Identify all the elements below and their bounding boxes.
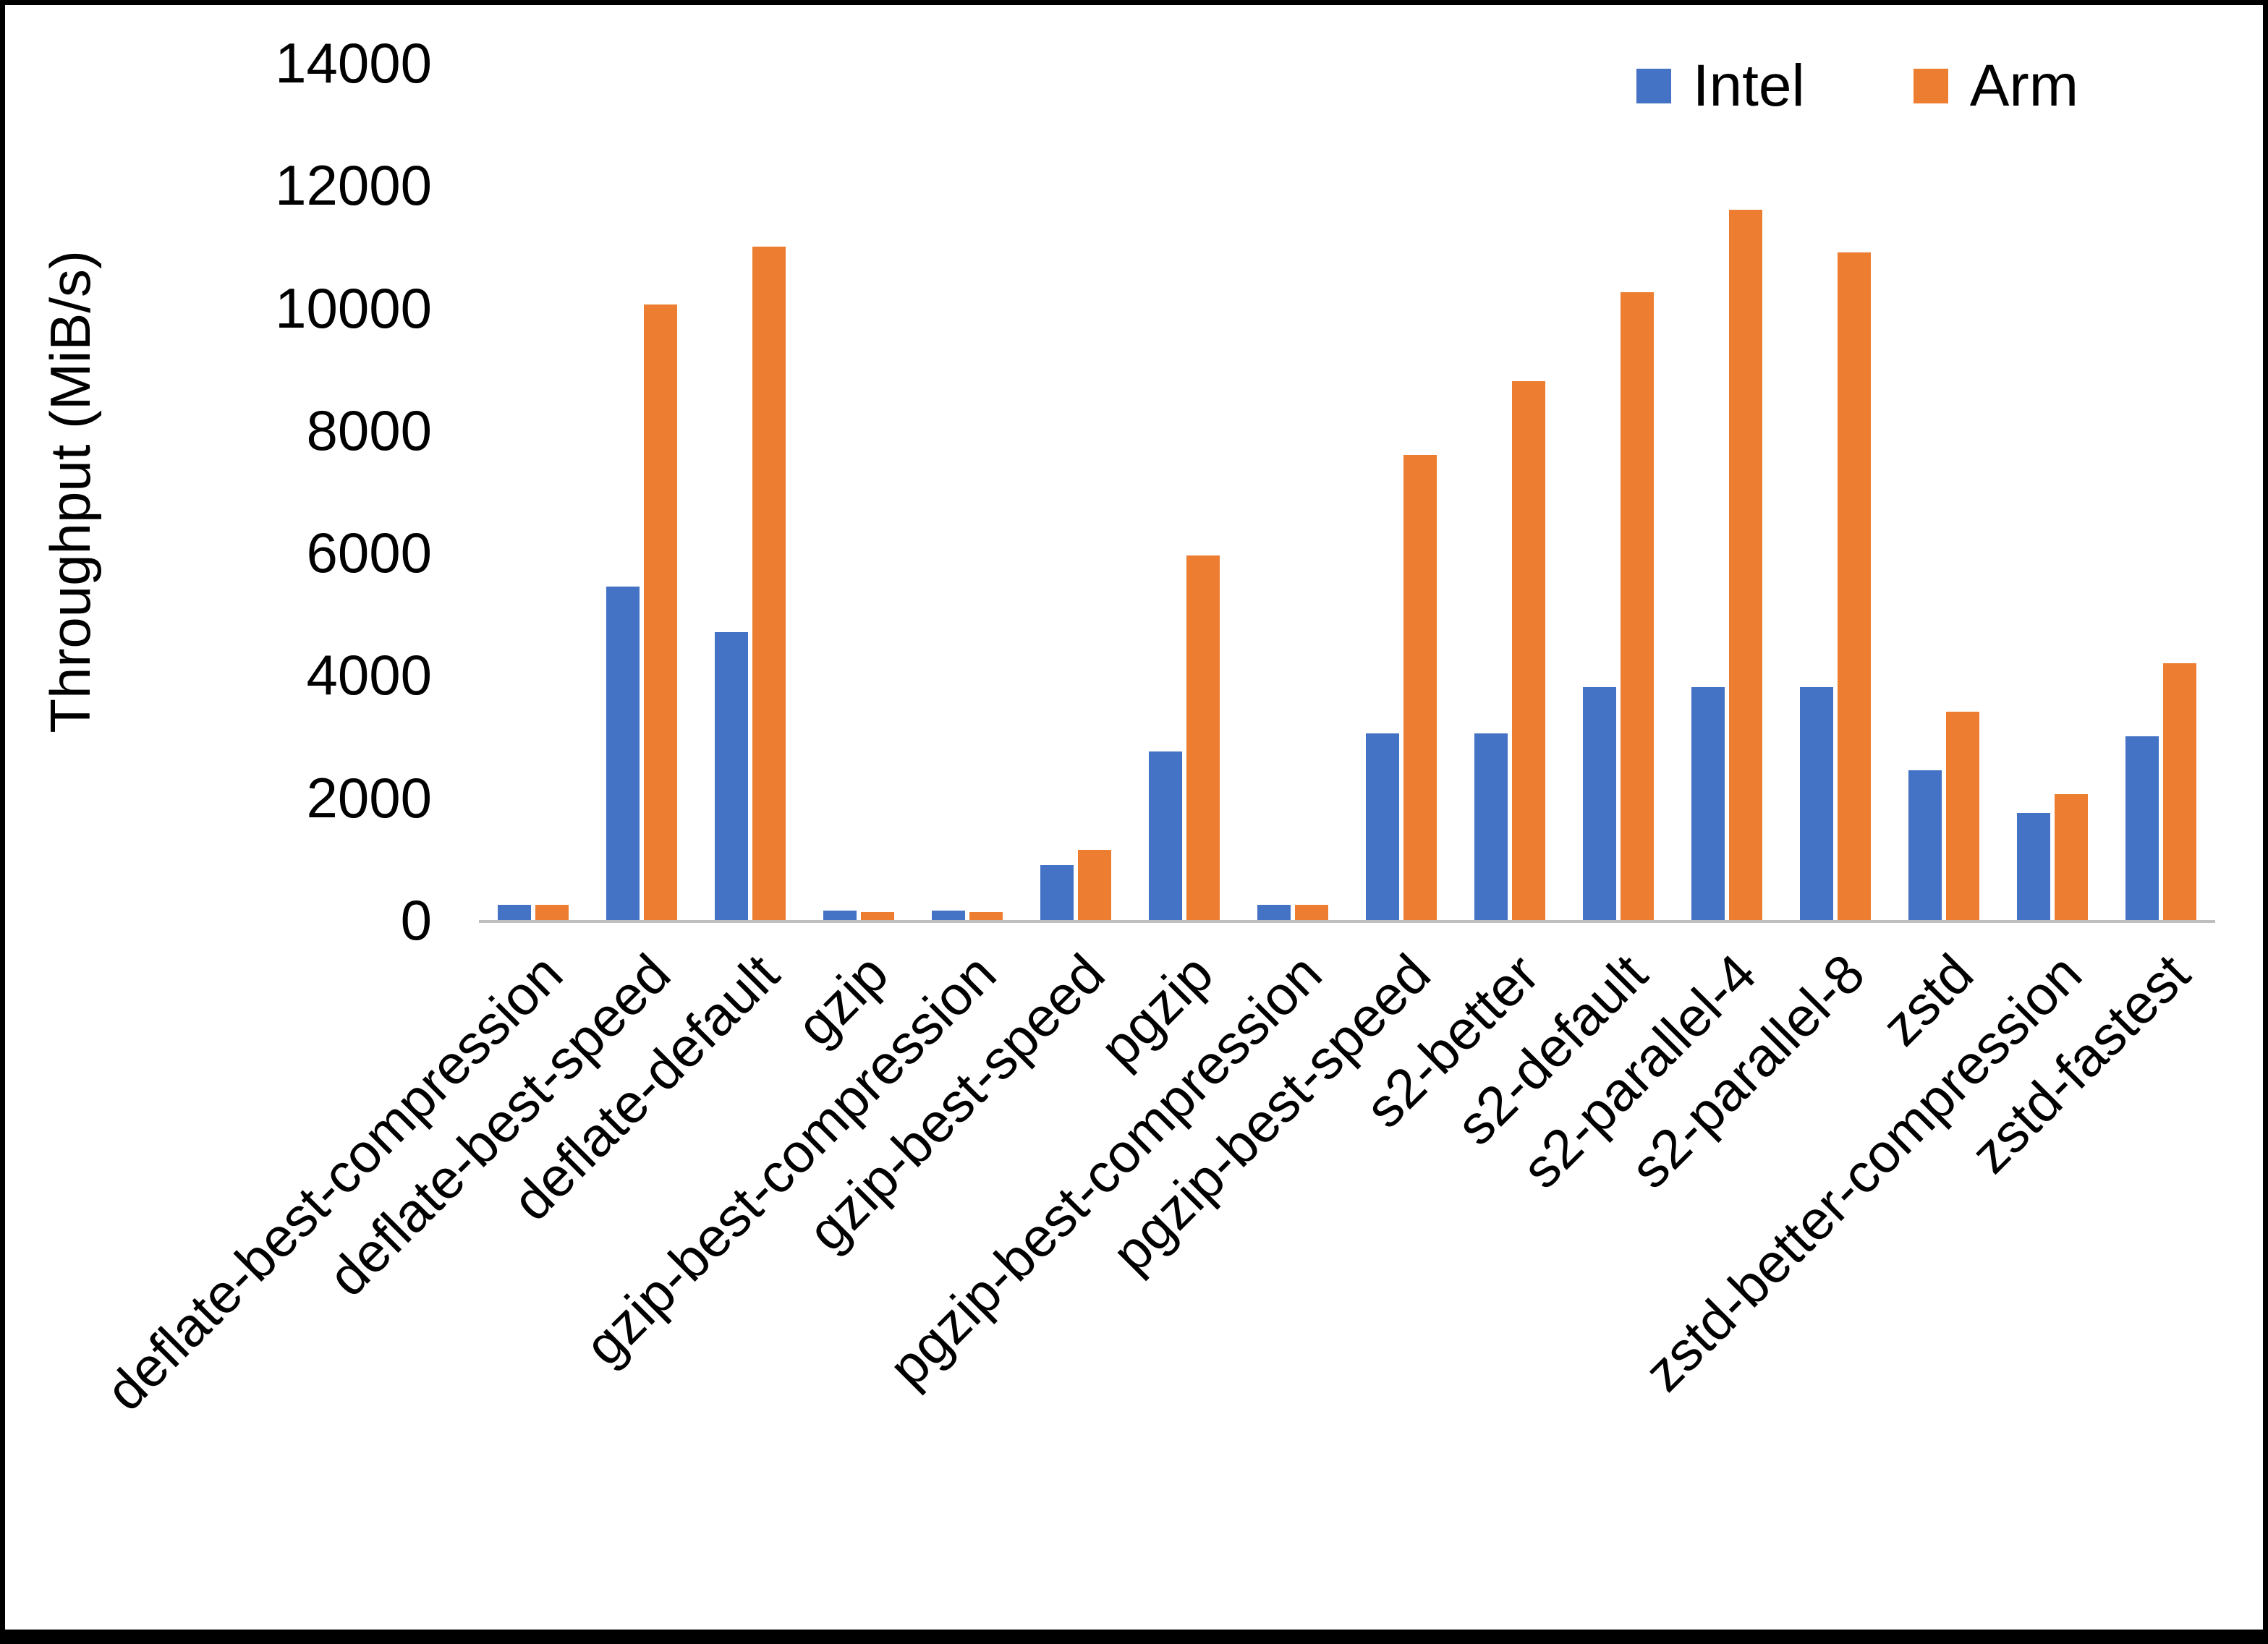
bar-arm-s2-parallel-8	[1838, 252, 1871, 920]
bar-intel-deflate-best-compression	[498, 904, 531, 920]
bar-arm-pgzip	[1186, 555, 1220, 920]
legend-label-arm: Arm	[1969, 53, 2078, 119]
bar-arm-pgzip-best-speed	[1403, 454, 1437, 920]
y-tick-label-4000: 4000	[306, 643, 432, 707]
bar-arm-zstd	[1946, 712, 1979, 920]
y-axis-title-wrap: Throughput (MiB/s)	[27, 63, 114, 920]
y-tick-label-2000: 2000	[306, 765, 432, 830]
bar-intel-s2-parallel-4	[1691, 687, 1725, 920]
bar-group-deflate-best-compression	[479, 63, 587, 920]
bar-intel-deflate-default	[715, 632, 748, 920]
x-label-cell-zstd-fastest: zstd-fastest	[1960, 934, 2215, 1628]
bar-intel-s2-better	[1474, 733, 1508, 920]
bar-group-pgzip-best-compression	[1239, 63, 1347, 920]
bar-arm-zstd-fastest	[2163, 663, 2196, 920]
bar-intel-pgzip-best-speed	[1366, 733, 1399, 920]
legend-swatch-arm-icon	[1913, 69, 1948, 103]
bar-group-s2-better	[1456, 63, 1564, 920]
bar-group-pgzip-best-speed	[1347, 63, 1456, 920]
bar-intel-zstd	[1908, 770, 1942, 920]
bar-group-gzip-best-speed	[1022, 63, 1130, 920]
y-tick-label-12000: 12000	[275, 153, 432, 218]
bar-arm-s2-default	[1621, 292, 1654, 920]
bar-arm-pgzip-best-compression	[1295, 904, 1328, 920]
bar-group-zstd-fastest	[2107, 63, 2215, 920]
bar-group-s2-parallel-8	[1781, 63, 1890, 920]
bar-arm-gzip-best-compression	[969, 912, 1003, 920]
bar-arm-zstd-better-compression	[2055, 794, 2088, 920]
bar-intel-s2-parallel-8	[1800, 687, 1833, 920]
legend-swatch-intel-icon	[1636, 69, 1671, 103]
bar-intel-pgzip	[1149, 751, 1182, 920]
bar-group-deflate-default	[696, 63, 804, 920]
bar-arm-s2-better	[1512, 381, 1545, 920]
bar-group-pgzip	[1130, 63, 1239, 920]
bar-intel-gzip	[823, 911, 857, 920]
x-axis-label-deflate-best-compression: deflate-best-compression	[94, 942, 574, 1423]
bar-arm-gzip-best-speed	[1078, 849, 1111, 920]
bar-intel-gzip-best-compression	[932, 911, 965, 920]
bar-arm-deflate-default	[752, 246, 786, 920]
bar-arm-s2-parallel-4	[1729, 210, 1762, 920]
plot-area	[479, 63, 2215, 923]
bar-arm-gzip	[861, 912, 894, 920]
bar-group-s2-default	[1564, 63, 1673, 920]
bar-group-gzip	[804, 63, 913, 920]
bar-intel-s2-default	[1583, 687, 1616, 920]
y-tick-label-6000: 6000	[306, 521, 432, 585]
bar-group-gzip-best-compression	[913, 63, 1022, 920]
y-tick-label-0: 0	[400, 888, 432, 952]
bar-group-zstd-better-compression	[1998, 63, 2107, 920]
bar-group-deflate-best-speed	[587, 63, 696, 920]
bar-arm-deflate-best-compression	[535, 904, 569, 920]
legend-item-arm: Arm	[1913, 52, 2078, 120]
bar-intel-zstd-better-compression	[2017, 812, 2050, 920]
legend-label-intel: Intel	[1692, 53, 1805, 119]
bar-arm-deflate-best-speed	[644, 304, 677, 920]
bar-group-zstd	[1890, 63, 1998, 920]
bar-intel-pgzip-best-compression	[1257, 904, 1291, 920]
bar-intel-deflate-best-speed	[606, 586, 640, 920]
x-labels: deflate-best-compression deflate-best-spe…	[94, 934, 2215, 1628]
y-tick-label-10000: 10000	[275, 276, 432, 340]
y-tick-label-8000: 8000	[306, 398, 432, 462]
bar-intel-zstd-fastest	[2125, 736, 2159, 920]
bar-intel-gzip-best-speed	[1040, 864, 1074, 920]
y-tick-label-14000: 14000	[275, 31, 432, 95]
legend: Intel Arm	[1636, 52, 2078, 120]
y-axis-ticks: 0 2000 4000 6000 8000 10000 12000 14000	[128, 35, 432, 948]
bar-group-s2-parallel-4	[1673, 63, 1781, 920]
legend-item-intel: Intel	[1636, 52, 1805, 120]
y-axis-title: Throughput (MiB/s)	[38, 250, 102, 733]
